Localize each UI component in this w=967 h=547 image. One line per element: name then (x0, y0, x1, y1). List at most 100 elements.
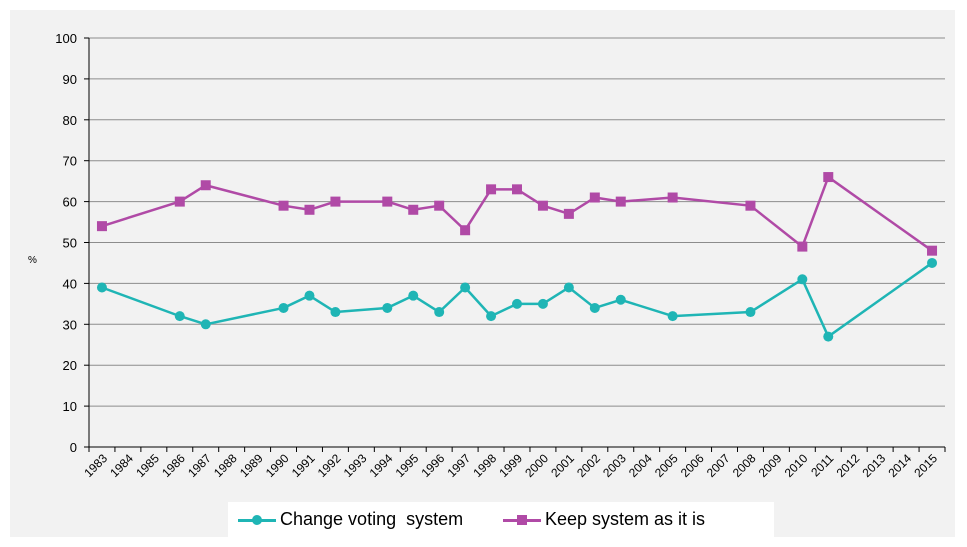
data-point (304, 204, 315, 215)
x-tick-label: 1991 (289, 451, 318, 480)
data-point (174, 311, 185, 322)
data-point (460, 225, 471, 236)
x-tick-label: 2009 (756, 451, 785, 480)
y-tick-label: 90 (63, 72, 77, 87)
x-tick-label: 1984 (107, 451, 136, 480)
x-tick-label: 1993 (341, 451, 370, 480)
legend-swatch-change (238, 510, 276, 530)
legend: Change voting system Keep system as it i… (228, 502, 774, 537)
x-tick-label: 2014 (885, 451, 914, 480)
data-point (278, 200, 289, 211)
data-point (667, 311, 678, 322)
x-tick-label: 1999 (496, 451, 525, 480)
data-point (745, 200, 756, 211)
data-point (408, 290, 419, 301)
y-tick-label: 10 (63, 399, 77, 414)
x-tick-label: 1986 (159, 451, 188, 480)
data-point (382, 196, 393, 207)
x-tick-label: 2000 (522, 451, 551, 480)
x-tick-label: 2005 (652, 451, 681, 480)
data-point (330, 307, 341, 318)
y-tick-labels: 0 10 20 30 40 50 60 70 80 90 100 (55, 31, 77, 455)
x-tick-label: 2007 (704, 451, 733, 480)
x-tick-label: 1988 (211, 451, 240, 480)
x-tick-label: 1994 (367, 451, 396, 480)
y-tick-label: 50 (63, 236, 77, 251)
data-point (434, 307, 445, 318)
y-tick-label: 100 (55, 31, 77, 46)
y-tick-label: 70 (63, 154, 77, 169)
data-point (823, 172, 834, 183)
series-keep-system (96, 172, 938, 256)
x-tick-label: 2002 (574, 451, 603, 480)
x-tick-label: 2015 (911, 451, 940, 480)
legend-item-change-voting-system: Change voting system (238, 502, 463, 537)
x-tick-label: 2011 (808, 451, 836, 479)
x-tick-label: 1996 (419, 451, 448, 480)
data-point (927, 257, 938, 268)
series (96, 172, 938, 342)
x-tick-label: 1985 (133, 451, 162, 480)
gridlines (89, 37, 945, 407)
x-tick-label: 1990 (263, 451, 292, 480)
x-tick-label: 1997 (444, 451, 473, 480)
y-tick-label: 30 (63, 317, 77, 332)
data-point (797, 241, 808, 252)
data-point (563, 282, 574, 293)
legend-label-keep: Keep system as it is (545, 509, 706, 529)
data-point (745, 307, 756, 318)
data-point (537, 298, 548, 309)
x-tick-label: 1992 (315, 451, 344, 480)
data-point (615, 196, 626, 207)
data-point (174, 196, 185, 207)
data-point (512, 184, 522, 195)
data-point (823, 331, 834, 342)
data-point (486, 311, 497, 322)
x-tick-label: 1995 (393, 451, 422, 480)
x-tick-label: 1987 (185, 451, 214, 480)
data-point (589, 192, 600, 203)
data-point (330, 196, 341, 207)
data-point (537, 200, 548, 211)
data-point (486, 184, 497, 195)
data-point (927, 245, 938, 256)
data-point (589, 302, 600, 313)
data-point (615, 294, 626, 305)
x-tick-label: 2010 (782, 451, 811, 480)
data-point (434, 200, 445, 211)
data-point (304, 290, 315, 301)
data-point (667, 192, 678, 203)
y-tick-label: 80 (63, 113, 77, 128)
y-tick-label: 40 (63, 276, 77, 291)
axes (84, 37, 946, 452)
legend-swatch-keep (503, 510, 541, 530)
series-change-voting-system (96, 257, 938, 342)
x-tick-label: 2006 (678, 451, 707, 480)
x-tick-label: 1989 (237, 451, 266, 480)
square-marker-icon (517, 514, 527, 525)
x-tick-label: 2004 (626, 451, 655, 480)
x-tick-label: 2012 (834, 451, 863, 480)
x-tick-label: 1998 (470, 451, 499, 480)
circle-marker-icon (252, 514, 262, 525)
x-tick-label: 2001 (548, 451, 577, 480)
data-point (96, 282, 107, 293)
data-point (200, 319, 211, 330)
data-point (563, 208, 574, 219)
y-tick-label: 20 (63, 358, 77, 373)
chart-area: 0 10 20 30 40 50 60 70 80 90 100 1983 1984 1985 1986 1… (10, 10, 955, 537)
y-tick-label: 60 (63, 195, 77, 210)
data-point (512, 298, 522, 309)
x-tick-label: 2013 (859, 451, 888, 480)
x-tick-label: 2008 (730, 451, 759, 480)
data-point (200, 180, 211, 191)
data-point (278, 302, 289, 313)
data-point (408, 204, 419, 215)
y-axis-label: % (28, 255, 37, 266)
data-point (382, 302, 393, 313)
legend-label-change: Change voting system (280, 509, 464, 529)
x-tick-label: 2003 (600, 451, 629, 480)
legend-item-keep-system: Keep system as it is (503, 502, 705, 537)
data-point (797, 274, 808, 285)
